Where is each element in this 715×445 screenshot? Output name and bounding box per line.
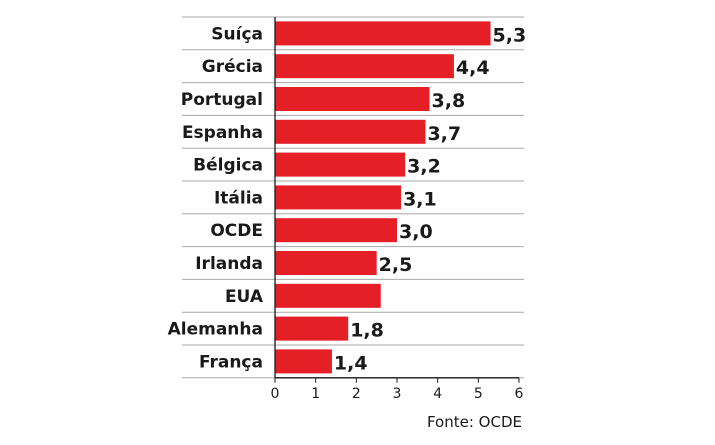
x-axis-ticks: 0 1 2 3 4 5 6 [271,377,524,402]
value-label: 5,3 [493,24,527,46]
value-label: 3,0 [399,221,433,243]
value-label: 1,8 [350,320,384,342]
x-tick-label: 3 [393,386,402,402]
bar [275,218,397,243]
category-label: Irlanda [195,254,263,274]
category-label: Itália [214,188,263,208]
value-label: 2,5 [379,254,413,276]
category-label: Alemanha [168,320,263,340]
category-label: Suíça [211,24,263,44]
value-label: 3,2 [407,156,441,178]
value-label: 3,1 [403,188,437,210]
bar [275,283,381,308]
category-label: OCDE [210,221,263,241]
bar [275,21,491,46]
x-tick-label: 0 [271,386,280,402]
x-tick-label: 5 [474,386,483,402]
value-label: 3,8 [432,90,466,112]
x-tick-label: 2 [352,386,361,402]
bar [275,185,402,210]
category-label: Portugal [181,90,263,110]
bar [275,349,332,374]
category-label: Espanha [182,123,263,143]
bar [275,316,349,341]
x-tick-label: 4 [433,386,442,402]
bar [275,119,426,144]
category-labels: Suíça Grécia Portugal Espanha Bélgica Itália O… [168,24,264,372]
value-labels: 5,34,4 3,8 3,7 3,2 3,1 3,0 2,5 1,8 1,4 [334,24,526,374]
bar [275,87,430,111]
bar [275,251,377,275]
category-label: EUA [225,287,264,307]
bar [275,152,406,177]
category-label: França [199,352,263,372]
bars [275,21,491,374]
category-label: Bélgica [193,156,263,176]
value-label: 4,4 [456,57,490,79]
x-tick-label: 6 [515,386,524,402]
category-label: Grécia [202,57,263,77]
source-note: Fonte: OCDE [427,413,522,431]
value-label: 1,4 [334,352,368,374]
bar [275,54,454,79]
x-tick-label: 1 [311,386,320,402]
row-separators [182,16,524,379]
value-label: 3,7 [427,123,461,145]
